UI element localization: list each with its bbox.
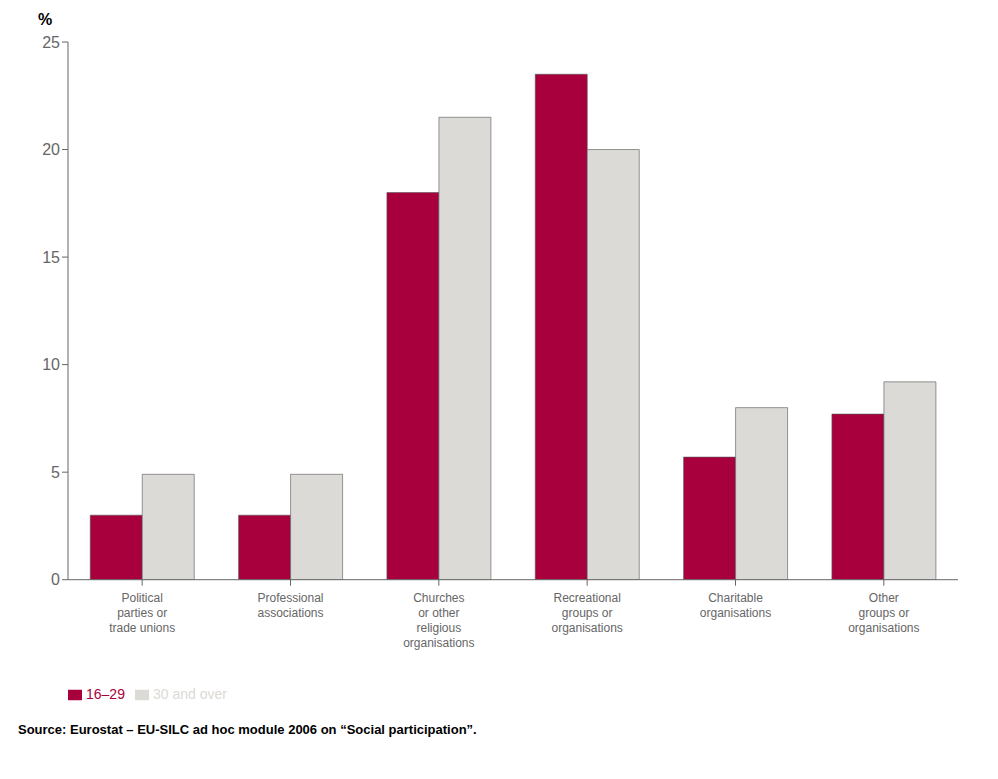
html-text:30 and over: 30 and over bbox=[152, 685, 227, 702]
svg-text:Charitableorganisations: Charitableorganisations bbox=[700, 591, 771, 620]
svg-text:25: 25 bbox=[42, 34, 60, 51]
html-text:16–29: 16–29 bbox=[86, 685, 125, 702]
svg-text:Politicalparties ortrade union: Politicalparties ortrade unions bbox=[109, 591, 175, 635]
svg-text:0: 0 bbox=[51, 571, 60, 588]
svg-text:Churchesor otherreligiousorgan: Churchesor otherreligiousorganisations bbox=[403, 591, 474, 650]
svg-text:Professionalassociations: Professionalassociations bbox=[257, 591, 323, 620]
svg-text:Othergroups ororganisations: Othergroups ororganisations bbox=[848, 591, 919, 635]
html-text:Source: Eurostat – EU-SILC ad: Source: Eurostat – EU-SILC ad hoc module… bbox=[18, 722, 477, 737]
svg-text:20: 20 bbox=[42, 141, 60, 158]
svg-text:10: 10 bbox=[42, 356, 60, 373]
svg-text:Recreationalgroups ororganisat: Recreationalgroups ororganisations bbox=[551, 591, 622, 635]
svg-text:15: 15 bbox=[42, 249, 60, 266]
svg-text:5: 5 bbox=[51, 464, 60, 481]
